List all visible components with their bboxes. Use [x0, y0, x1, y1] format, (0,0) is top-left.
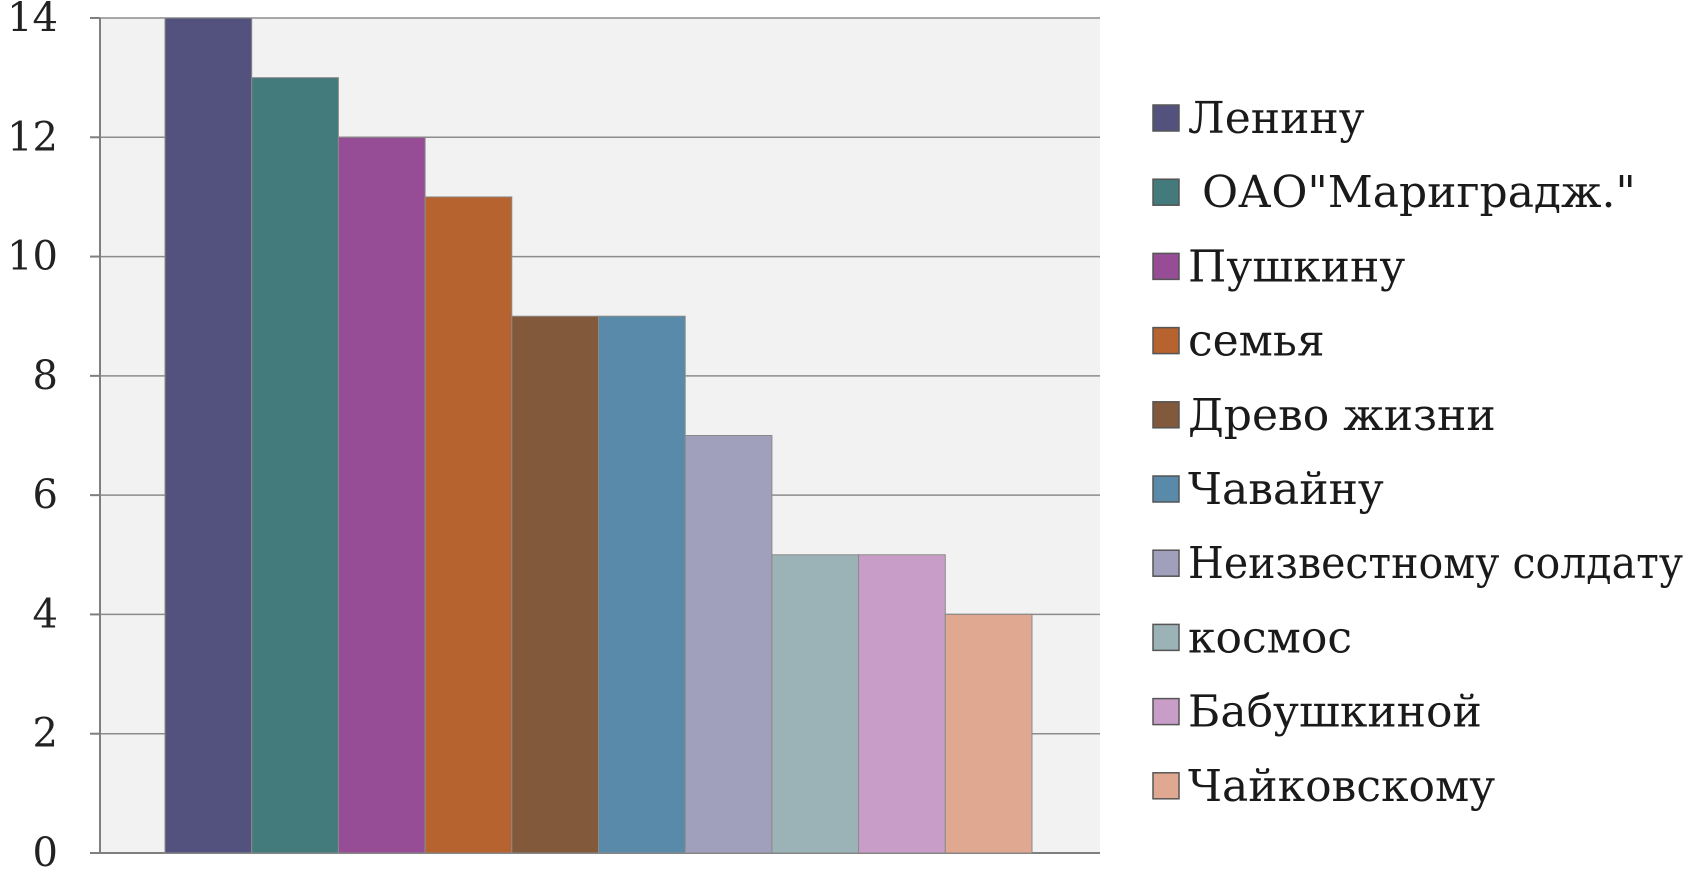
- y-tick-label: 12: [7, 114, 58, 160]
- legend-swatch: [1152, 697, 1180, 726]
- legend-label: космос: [1188, 612, 1352, 663]
- legend-label: Чавайну: [1188, 464, 1384, 515]
- bars: [164, 17, 1033, 854]
- legend-swatch: [1152, 104, 1180, 132]
- legend-swatch: [1152, 178, 1180, 206]
- legend-label: ОАО"Мариградж.": [1188, 167, 1636, 218]
- legend-swatch: [1152, 252, 1180, 281]
- legend-label: Древо жизни: [1188, 390, 1496, 441]
- legend-swatch: [1152, 772, 1180, 800]
- legend-label: семья: [1188, 316, 1325, 367]
- legend-label: Ленину: [1188, 93, 1365, 144]
- bar: [511, 315, 599, 854]
- legend-swatch: [1152, 401, 1180, 429]
- legend-label: Пушкину: [1188, 241, 1405, 292]
- legend-swatch: [1152, 549, 1180, 577]
- y-tick-label: 10: [7, 234, 58, 280]
- bar: [944, 613, 1033, 854]
- legend-swatch: [1152, 475, 1180, 503]
- y-tick-label: 4: [33, 591, 58, 637]
- legend-label: Чайковскому: [1188, 761, 1495, 812]
- y-axis-ticks: 0 2 4 6 8 10 12 14: [7, 0, 100, 875]
- y-tick-label: 8: [33, 353, 58, 399]
- bar: [858, 554, 946, 854]
- bar: [424, 196, 513, 854]
- legend-label: Бабушкиной: [1188, 687, 1482, 738]
- legend-label: Неизвестному солдату: [1188, 538, 1683, 589]
- y-tick-label: 14: [7, 0, 58, 41]
- bar: [337, 136, 426, 854]
- y-tick-label: 0: [33, 830, 58, 871]
- legend-swatch: [1152, 326, 1180, 355]
- bar: [251, 77, 339, 854]
- bar: [164, 17, 253, 854]
- bar: [598, 315, 686, 854]
- legend: Ленину ОАО"Мариградж." Пушкину семья Древо …: [1152, 93, 1683, 812]
- bar: [771, 554, 860, 854]
- bar: [684, 435, 773, 854]
- legend-swatch: [1152, 623, 1180, 652]
- y-tick-label: 2: [33, 711, 58, 757]
- y-tick-label: 6: [33, 472, 58, 518]
